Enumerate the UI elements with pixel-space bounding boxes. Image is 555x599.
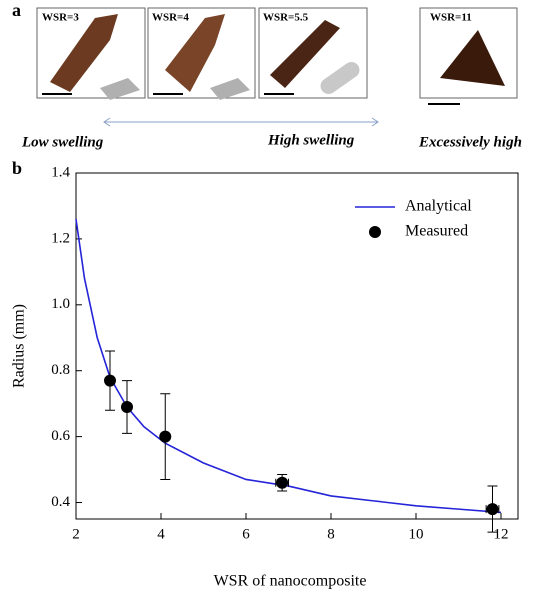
legend-label: Analytical xyxy=(405,198,472,215)
y-tick-label: 1.0 xyxy=(51,296,70,312)
y-tick-label: 0.8 xyxy=(51,362,70,378)
sample-label: WSR=11 xyxy=(430,12,472,24)
y-tick-label: 1.4 xyxy=(51,164,70,180)
sample-label: WSR=3 xyxy=(42,12,79,24)
sample-image xyxy=(165,14,225,92)
x-tick-label: 8 xyxy=(327,526,335,542)
sample-icon xyxy=(320,61,360,95)
x-tick-label: 10 xyxy=(409,526,424,542)
sample-label: WSR=4 xyxy=(152,12,189,24)
sample-image xyxy=(440,30,505,86)
sample-icon xyxy=(100,78,140,100)
panel-label: b xyxy=(12,158,22,178)
x-tick-label: 12 xyxy=(494,526,509,542)
measured-point xyxy=(104,374,116,387)
caption: Excessively high xyxy=(418,134,522,150)
plot-frame xyxy=(75,172,519,520)
caption: Low swelling xyxy=(21,134,104,150)
measured-point xyxy=(159,430,172,443)
x-tick-label: 6 xyxy=(242,526,250,542)
analytical-line xyxy=(75,219,502,514)
sample-image xyxy=(50,14,118,92)
caption: High swelling xyxy=(267,132,355,148)
arrow xyxy=(103,117,379,127)
sample-label: WSR=5.5 xyxy=(263,12,309,24)
measured-point xyxy=(276,476,289,489)
sample-icon xyxy=(210,78,250,100)
y-axis-label: Radius (mm) xyxy=(11,304,28,388)
measured-point xyxy=(121,400,133,413)
panel-label: a xyxy=(12,0,21,20)
sample-image xyxy=(270,20,340,88)
panel-a: a WSR=3 WSR=4 WSR=5.5 WSR=11 Low swellin… xyxy=(12,0,522,150)
legend-label: Measured xyxy=(405,223,468,240)
x-tick-label: 2 xyxy=(72,526,80,542)
x-axis-label: WSR of nanocomposite xyxy=(214,573,367,590)
legend-marker xyxy=(369,226,381,238)
y-tick-label: 1.2 xyxy=(51,230,70,246)
y-tick-label: 0.6 xyxy=(51,428,70,444)
y-tick-label: 0.4 xyxy=(51,494,70,510)
x-tick-label: 4 xyxy=(157,526,165,542)
measured-point xyxy=(486,503,499,516)
